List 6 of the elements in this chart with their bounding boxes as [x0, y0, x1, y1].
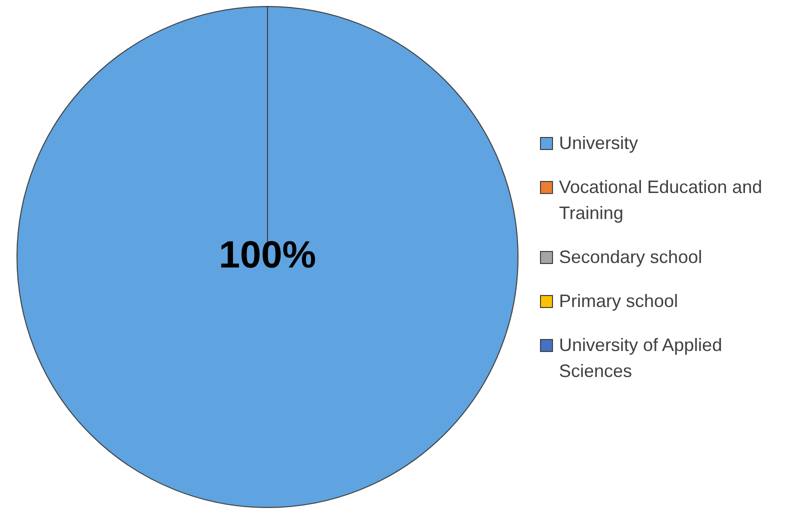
legend-label: Vocational Education and Training — [559, 176, 764, 225]
legend-label: Secondary school — [559, 246, 702, 269]
legend-label: University — [559, 132, 638, 155]
data-label: 100% — [218, 234, 316, 276]
legend-label: University of Applied Sciences — [559, 334, 724, 383]
legend-label: Primary school — [559, 290, 678, 313]
